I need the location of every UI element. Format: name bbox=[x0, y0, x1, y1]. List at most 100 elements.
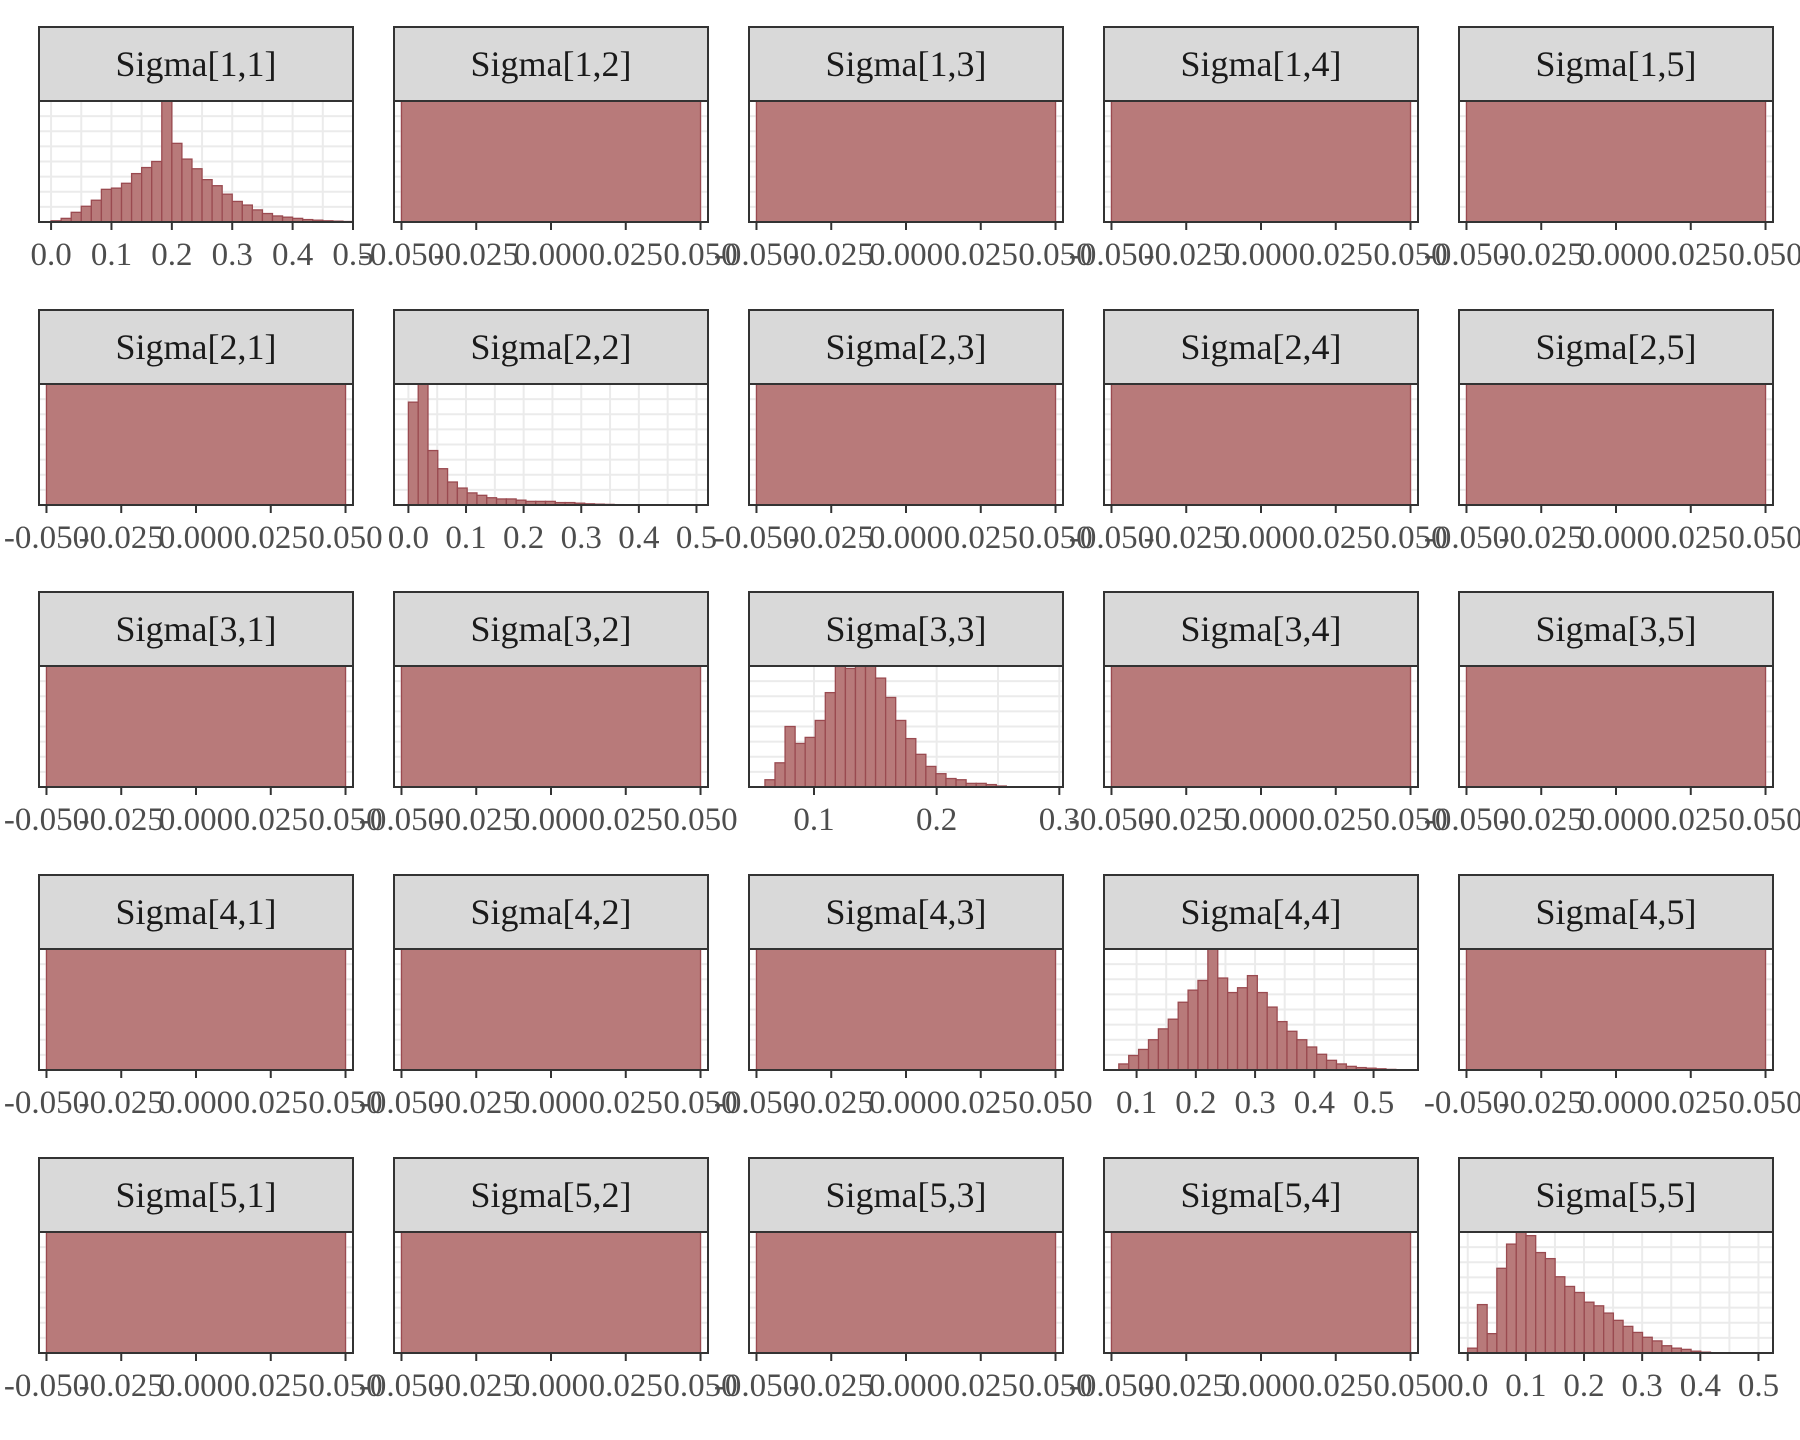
histogram-bar bbox=[251, 209, 264, 223]
x-tick-label: 0.0 bbox=[30, 237, 71, 273]
facet-title-5-4: Sigma[5,4] bbox=[1181, 1175, 1342, 1215]
facet-panel-2-2: Sigma[2,2] 0.0 0.1 0.2 0.3 0.4 0.5 bbox=[388, 309, 717, 556]
histogram-bar bbox=[466, 492, 478, 506]
x-tick-label: 0.5 bbox=[676, 520, 717, 556]
x-tick-label: 0.1 bbox=[91, 237, 132, 273]
histogram-bar bbox=[486, 497, 498, 506]
x-tick-label: 0.025 bbox=[1299, 802, 1373, 838]
histogram-bar bbox=[824, 691, 836, 788]
histogram-bar bbox=[755, 100, 1057, 223]
histogram-bar bbox=[90, 199, 103, 223]
histogram-bar bbox=[45, 383, 347, 506]
x-tick-label: -0.025 bbox=[1499, 802, 1584, 838]
facet-strip-1-2 bbox=[393, 26, 709, 102]
x-tick-label: -0.025 bbox=[434, 802, 519, 838]
histogram-bars-4-5 bbox=[1465, 948, 1767, 1071]
histogram-bar bbox=[1110, 1231, 1412, 1354]
facet-strip-5-1 bbox=[38, 1157, 354, 1233]
x-tick-label: 0.3 bbox=[1234, 1085, 1275, 1121]
histogram-bar bbox=[231, 200, 243, 223]
x-tick-label: 0.050 bbox=[1373, 1368, 1447, 1404]
x-tick-label: 0.000 bbox=[159, 520, 233, 556]
x-tick-label: 0.025 bbox=[944, 237, 1018, 273]
x-tick-label: 0.025 bbox=[234, 1085, 308, 1121]
x-tick-label: -0.050 bbox=[4, 520, 89, 556]
x-tick-label: 0.000 bbox=[1224, 520, 1298, 556]
x-tick-label: 0.025 bbox=[234, 802, 308, 838]
histogram-bar bbox=[874, 677, 887, 788]
histogram-bar bbox=[100, 188, 113, 223]
x-tick-label: 0.000 bbox=[869, 237, 943, 273]
histogram-bars-5-3 bbox=[755, 1231, 1057, 1354]
x-tick-label: 0.000 bbox=[869, 1368, 943, 1404]
x-tick-label: -0.050 bbox=[4, 802, 89, 838]
x-tick-label: 0.2 bbox=[151, 237, 192, 273]
histogram-bar bbox=[1612, 1319, 1624, 1354]
facet-title-2-5: Sigma[2,5] bbox=[1536, 327, 1697, 367]
histogram-bar bbox=[437, 468, 449, 506]
x-tick-label: 0.3 bbox=[561, 520, 602, 556]
histogram-bar bbox=[1128, 1054, 1140, 1071]
x-tick-label: 0.1 bbox=[793, 802, 834, 838]
histogram-bars-3-1 bbox=[45, 665, 347, 788]
histogram-bar bbox=[1505, 1243, 1517, 1354]
histogram-bar bbox=[1316, 1053, 1328, 1071]
histogram-bar bbox=[834, 665, 847, 788]
histogram-bars-1-3 bbox=[755, 100, 1057, 223]
histogram-bar bbox=[80, 205, 92, 223]
facet-strip-2-2 bbox=[393, 309, 709, 385]
histogram-bar bbox=[427, 449, 439, 506]
x-axis-5-5: 0.0 0.1 0.2 0.3 0.4 0.5 bbox=[1447, 1353, 1779, 1404]
histogram-bar bbox=[1486, 1332, 1498, 1354]
x-tick-label: -0.025 bbox=[789, 237, 874, 273]
histogram-bar bbox=[1137, 1048, 1150, 1071]
x-tick-label: 0.025 bbox=[1299, 1368, 1373, 1404]
histogram-bar bbox=[844, 667, 857, 788]
histogram-bar bbox=[456, 487, 468, 506]
histogram-bars-1-2 bbox=[400, 100, 702, 223]
histogram-bar bbox=[1496, 1267, 1508, 1354]
x-tick-label: 0.3 bbox=[1039, 802, 1080, 838]
x-tick-label: 0.3 bbox=[212, 237, 253, 273]
facet-strip-2-5 bbox=[1458, 309, 1774, 385]
histogram-bar bbox=[201, 178, 213, 223]
x-tick-label: 0.050 bbox=[663, 1085, 737, 1121]
histogram-bar bbox=[241, 204, 254, 223]
facet-title-3-4: Sigma[3,4] bbox=[1181, 609, 1342, 649]
histogram-bar bbox=[70, 211, 82, 223]
x-tick-label: 0.025 bbox=[944, 1368, 1018, 1404]
histogram-bars-4-2 bbox=[400, 948, 702, 1071]
facet-title-3-2: Sigma[3,2] bbox=[471, 609, 632, 649]
x-tick-label: 0.2 bbox=[1563, 1368, 1604, 1404]
x-tick-label: 0.2 bbox=[1175, 1085, 1216, 1121]
facet-title-4-2: Sigma[4,2] bbox=[471, 892, 632, 932]
facet-strip-4-5 bbox=[1458, 874, 1774, 950]
facet-title-4-1: Sigma[4,1] bbox=[116, 892, 277, 932]
panel-border-3-3 bbox=[748, 665, 1064, 788]
facet-title-5-3: Sigma[5,3] bbox=[826, 1175, 987, 1215]
x-tick-label: 0.050 bbox=[308, 1085, 382, 1121]
facet-title-5-1: Sigma[5,1] bbox=[116, 1175, 277, 1215]
x-tick-label: 0.050 bbox=[1728, 1085, 1800, 1121]
facet-strip-4-3 bbox=[748, 874, 1064, 950]
histogram-bar bbox=[915, 753, 927, 788]
facet-title-5-5: Sigma[5,5] bbox=[1536, 1175, 1697, 1215]
x-tick-label: 0.050 bbox=[1018, 1085, 1092, 1121]
facet-strip-4-2 bbox=[393, 874, 709, 950]
facet-title-4-5: Sigma[4,5] bbox=[1536, 892, 1697, 932]
histogram-bars-3-5 bbox=[1465, 665, 1767, 788]
histogram-bar bbox=[1583, 1301, 1595, 1354]
x-tick-label: 0.025 bbox=[1299, 520, 1373, 556]
facet-strip-3-3 bbox=[748, 591, 1064, 667]
x-tick-label: -0.050 bbox=[359, 1085, 444, 1121]
x-tick-label: -0.050 bbox=[1069, 1368, 1154, 1404]
histogram-bar bbox=[764, 779, 776, 788]
